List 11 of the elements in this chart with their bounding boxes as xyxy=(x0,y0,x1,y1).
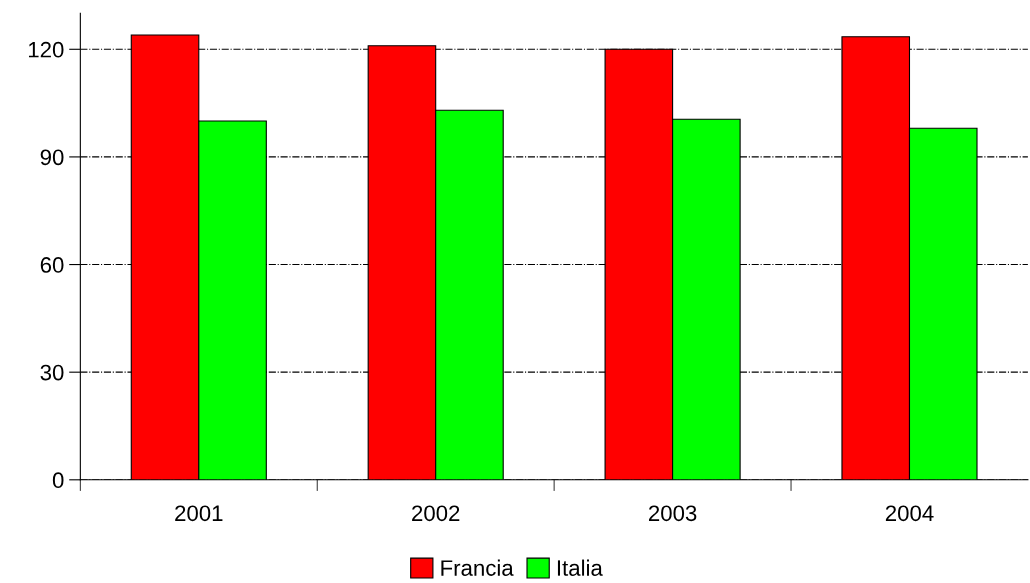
y-tick-label: 30 xyxy=(40,364,64,381)
x-tick-label: 2001 xyxy=(175,505,223,522)
y-tick-label: 120 xyxy=(28,41,64,58)
x-tick-label: 2003 xyxy=(648,505,697,522)
y-tick-label: 60 xyxy=(40,257,64,273)
y-tick-label: 0 xyxy=(52,472,64,489)
y-tick-label: 90 xyxy=(40,149,64,166)
legend-label: Francia xyxy=(441,559,514,576)
x-tick-label: 2004 xyxy=(885,505,934,522)
legend-label: Italia xyxy=(557,559,603,576)
x-tick-label: 2002 xyxy=(412,505,460,522)
